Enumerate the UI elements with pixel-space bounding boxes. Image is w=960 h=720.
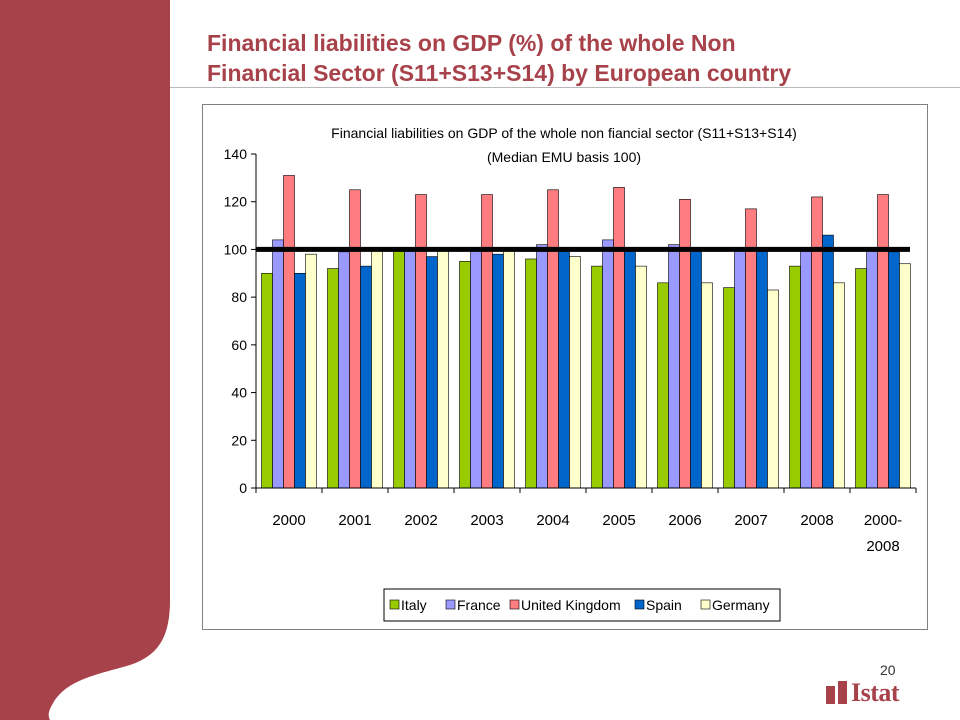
y-tick-label: 100 — [224, 241, 248, 257]
slide-title-line1: Financial liabilities on GDP (%) of the … — [207, 30, 736, 56]
y-tick-label: 40 — [231, 385, 247, 401]
bar-united-kingdom-8 — [811, 196, 823, 489]
y-tick-label: 140 — [224, 146, 248, 162]
bar-spain-9 — [888, 251, 900, 489]
bar-united-kingdom-5 — [613, 187, 625, 489]
legend-label-germany: Germany — [712, 597, 770, 613]
bar-france-7 — [734, 249, 746, 489]
page-number: 20 — [880, 662, 896, 678]
slide-title: Financial liabilities on GDP (%) of the … — [207, 28, 947, 88]
bar-germany-0 — [305, 253, 317, 489]
bar-france-8 — [800, 249, 812, 489]
bar-united-kingdom-3 — [481, 194, 493, 489]
legend-swatch-france — [445, 599, 456, 610]
x-tick-label: 2007 — [734, 512, 767, 529]
y-tick-label: 80 — [231, 289, 247, 305]
istat-logo-text: Istat — [851, 678, 900, 707]
chart-subtitle: (Median EMU basis 100) — [487, 149, 641, 165]
plot-area: 0 20 40 60 80 100 120 140 2000 2001 2002 2003 2004 20… — [224, 146, 917, 555]
bar-france-3 — [470, 249, 482, 489]
bar-chart: Financial liabilities on GDP of the whol… — [202, 104, 928, 630]
bar-france-0 — [272, 239, 284, 489]
bar-germany-9 — [899, 263, 911, 489]
bar-spain-5 — [624, 249, 636, 489]
x-tick-label: 2000 — [272, 512, 305, 529]
title-divider — [170, 87, 960, 88]
bar-germany-6 — [701, 282, 713, 489]
legend-swatch-germany — [700, 599, 711, 610]
bar-italy-2 — [393, 249, 405, 489]
chart-title: Financial liabilities on GDP of the whol… — [331, 125, 797, 141]
bar-germany-8 — [833, 282, 845, 489]
bar-spain-4 — [558, 249, 570, 489]
bar-spain-2 — [426, 256, 438, 489]
legend-swatch-italy — [389, 599, 400, 610]
bar-italy-1 — [327, 268, 339, 489]
bar-spain-7 — [756, 249, 768, 489]
bar-germany-5 — [635, 265, 647, 489]
legend-swatch-united-kingdom — [509, 599, 520, 610]
bar-germany-3 — [503, 249, 515, 489]
x-tick-label: 2006 — [668, 512, 701, 529]
bar-italy-6 — [657, 282, 669, 489]
istat-logo-mark — [826, 681, 847, 704]
bar-united-kingdom-2 — [415, 194, 427, 489]
chart-legend: Italy France United Kingdom Spain Germany — [383, 588, 781, 622]
bar-united-kingdom-1 — [349, 189, 361, 489]
istat-logo: Istat — [824, 678, 924, 712]
bar-united-kingdom-6 — [679, 199, 691, 489]
bar-france-1 — [338, 251, 350, 489]
bar-france-2 — [404, 249, 416, 489]
x-tick-label: 2003 — [470, 512, 503, 529]
x-tick-label: 2008 — [800, 512, 833, 529]
bar-spain-0 — [294, 272, 306, 489]
legend-label-france: France — [457, 597, 501, 613]
x-tick-label: 2001 — [338, 512, 371, 529]
bar-spain-1 — [360, 265, 372, 489]
bar-france-6 — [668, 244, 680, 489]
bar-spain-3 — [492, 253, 504, 489]
bar-germany-7 — [767, 289, 779, 489]
bar-united-kingdom-0 — [283, 175, 295, 489]
x-tick-label: 2002 — [404, 512, 437, 529]
bar-spain-6 — [690, 249, 702, 489]
bar-germany-2 — [437, 249, 449, 489]
bar-united-kingdom-4 — [547, 189, 559, 489]
x-tick-label: 2004 — [536, 512, 569, 529]
bar-germany-1 — [371, 249, 383, 489]
legend-label-spain: Spain — [646, 597, 682, 613]
legend-label-italy: Italy — [401, 597, 427, 613]
bar-france-5 — [602, 239, 614, 489]
bar-italy-8 — [789, 265, 801, 489]
bar-italy-4 — [525, 258, 537, 489]
y-tick-label: 60 — [231, 337, 247, 353]
bar-italy-7 — [723, 287, 735, 489]
bar-france-9 — [866, 249, 878, 489]
y-tick-label: 20 — [231, 432, 247, 448]
bar-italy-3 — [459, 261, 471, 489]
bar-spain-8 — [822, 234, 834, 489]
y-tick-label: 120 — [224, 194, 248, 210]
x-tick-label: 2008 — [866, 538, 899, 555]
legend-swatch-spain — [634, 599, 645, 610]
bar-italy-0 — [261, 272, 273, 489]
bar-germany-4 — [569, 256, 581, 489]
bar-france-4 — [536, 244, 548, 489]
bar-italy-5 — [591, 265, 603, 489]
x-tick-label: 2000- — [864, 512, 902, 529]
bar-italy-9 — [855, 268, 867, 489]
legend-label-united-kingdom: United Kingdom — [521, 597, 621, 613]
slide-title-line2: Financial Sector (S11+S13+S14) by Europe… — [207, 60, 792, 86]
x-tick-label: 2005 — [602, 512, 635, 529]
y-tick-label: 0 — [239, 480, 247, 496]
bar-united-kingdom-9 — [877, 194, 889, 489]
